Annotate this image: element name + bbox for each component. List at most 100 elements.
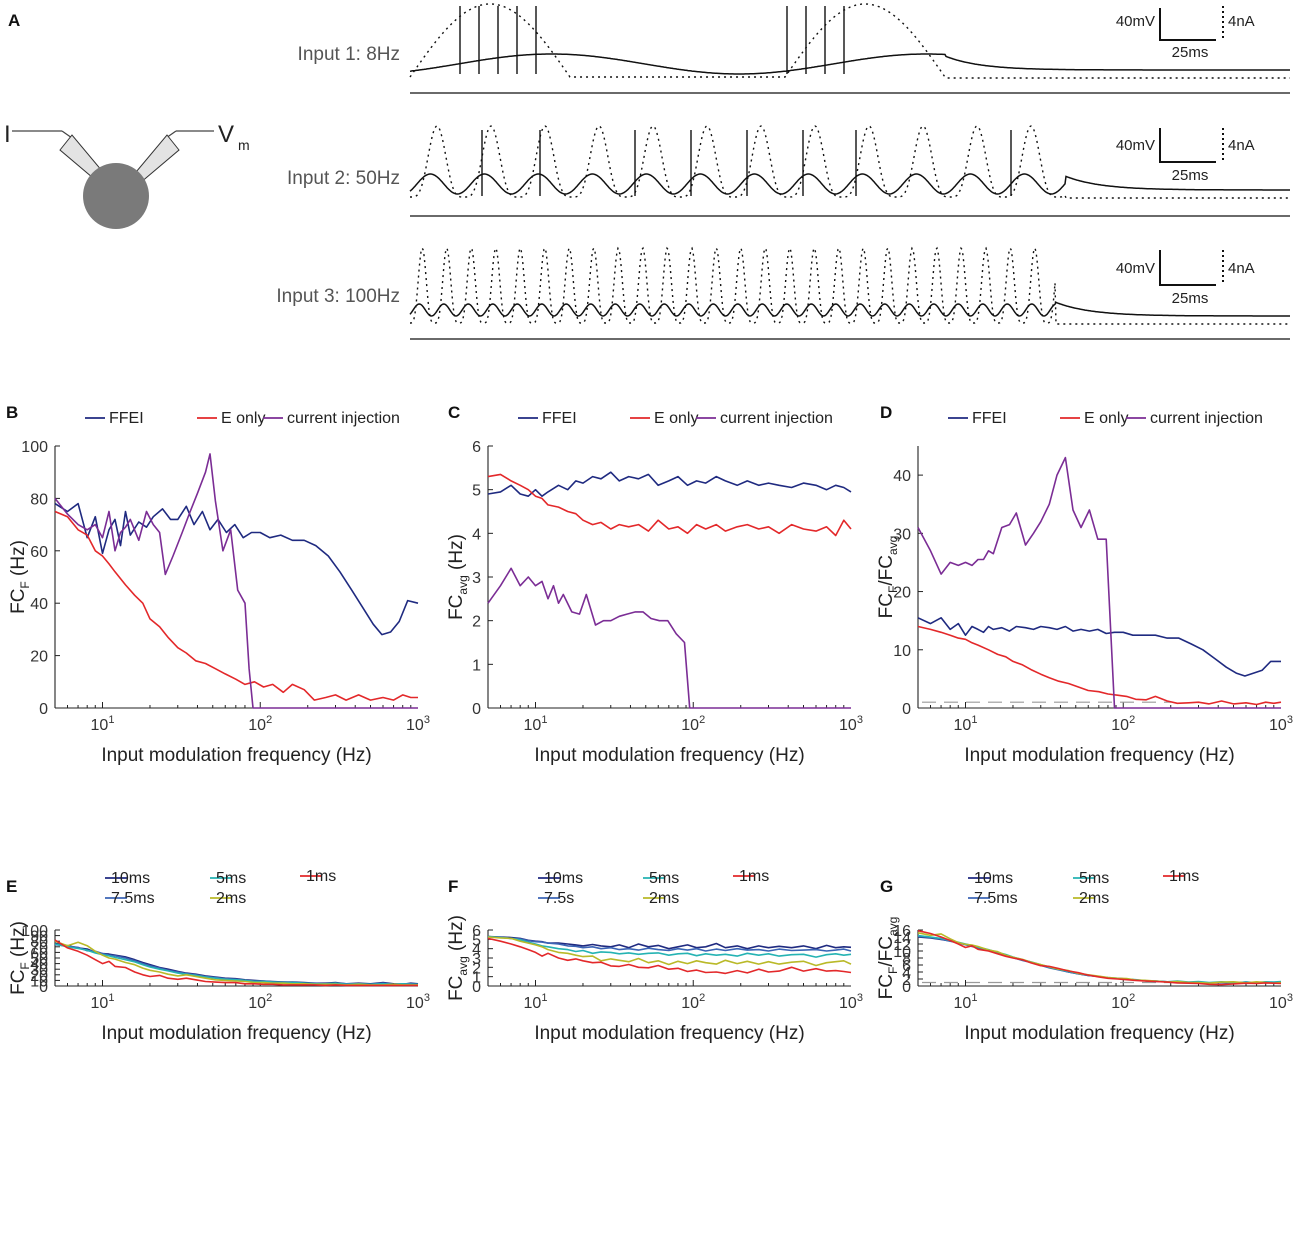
legend-label-7-5s: 7.5s xyxy=(544,890,574,907)
legend-label-1ms: 1ms xyxy=(1169,868,1199,885)
y-tick-label: 14 xyxy=(893,930,911,947)
series-ffei xyxy=(54,502,419,636)
y-tick-label: 80 xyxy=(30,491,48,508)
x-axis-label: Input modulation frequency (Hz) xyxy=(534,1023,804,1044)
series-line-1ms xyxy=(487,937,852,975)
membrane-voltage-trace xyxy=(409,173,1290,195)
legend-label-10ms: 10ms xyxy=(111,870,150,887)
y-tick-label: 100 xyxy=(21,439,48,456)
legend-label-e-only: E only xyxy=(654,410,698,427)
legend-label-ffei: FFEI xyxy=(109,410,144,427)
legend-label-5ms: 5ms xyxy=(649,870,679,887)
series-line-2ms xyxy=(54,940,418,986)
series-current-injection xyxy=(487,567,851,709)
y-axis-label: FCavg (Hz) xyxy=(446,915,470,1001)
x-tick-label: 102 xyxy=(248,992,272,1012)
scalebar-current-label: 4nA xyxy=(1228,260,1255,277)
panel-label: D xyxy=(880,403,892,422)
x-axis-label: Input modulation frequency (Hz) xyxy=(964,1023,1234,1044)
x-tick-label: 103 xyxy=(1269,992,1293,1012)
y-axis-label: FCavg (Hz) xyxy=(446,534,470,620)
y-tick-label: 10 xyxy=(893,944,911,961)
input-current-trace xyxy=(409,3,1290,79)
trace-title-50hz: Input 2: 50Hz xyxy=(287,168,400,189)
input-current-trace xyxy=(410,125,1290,199)
scalebar-current-label: 4nA xyxy=(1228,13,1255,30)
y-tick-label: 40 xyxy=(30,957,48,974)
series-line-current-injection xyxy=(487,567,851,709)
electrode-schematic: I V m xyxy=(4,121,250,229)
x-tick-label: 103 xyxy=(1269,714,1293,734)
y-tick-label: 6 xyxy=(902,958,911,975)
x-tick-label: 103 xyxy=(839,992,863,1012)
legend-label-ffei: FFEI xyxy=(542,410,577,427)
x-tick-label: 103 xyxy=(406,992,430,1012)
series-line-5ms xyxy=(487,935,852,958)
y-tick-label: 10 xyxy=(893,643,911,660)
y-tick-label: 0 xyxy=(472,701,481,718)
scalebar-2: 40mV 4nA 25ms xyxy=(1116,128,1255,184)
series-ffei xyxy=(917,616,1281,677)
legend-label-e-only: E only xyxy=(1084,410,1128,427)
legend: FFEI E only current injection xyxy=(85,410,400,427)
x-tick-label: 101 xyxy=(954,714,978,734)
scalebar-voltage-label: 40mV xyxy=(1116,13,1155,30)
y-tick-label: 4 xyxy=(902,965,911,982)
legend-label-1ms: 1ms xyxy=(306,868,336,885)
y-tick-label: 4 xyxy=(472,526,481,543)
legend-label-10ms: 10ms xyxy=(544,870,583,887)
legend-label-current-injection: current injection xyxy=(720,410,833,427)
series-line-1ms xyxy=(54,939,418,987)
y-tick-label: 40 xyxy=(893,468,911,485)
y-axis-label: FCF/FCavg xyxy=(876,536,900,619)
y-tick-label: 2 xyxy=(472,960,481,977)
y-tick-label: 80 xyxy=(30,934,48,951)
y-tick-label: 30 xyxy=(30,962,48,979)
y-tick-label: 5 xyxy=(472,483,481,500)
series-2ms xyxy=(917,932,1282,985)
legend-label-2ms: 2ms xyxy=(216,890,246,907)
x-tick-label: 102 xyxy=(681,992,705,1012)
legend-label-e-only: E only xyxy=(221,410,265,427)
trace-title-100hz: Input 3: 100Hz xyxy=(276,286,400,307)
legend-label-5ms: 5ms xyxy=(216,870,246,887)
panel-label: G xyxy=(880,877,893,896)
legend: FFEI E only current injection xyxy=(948,410,1263,427)
y-tick-label: 3 xyxy=(472,570,481,587)
y-axis-label: FCF (Hz) xyxy=(8,921,32,995)
y-tick-label: 70 xyxy=(30,940,48,957)
y-tick-label: 100 xyxy=(21,923,48,940)
y-tick-label: 12 xyxy=(893,937,911,954)
y-tick-label: 90 xyxy=(30,929,48,946)
x-tick-label: 102 xyxy=(681,714,705,734)
y-tick-label: 6 xyxy=(472,439,481,456)
legend-label-7-5ms: 7.5ms xyxy=(111,890,155,907)
legend-label-1ms: 1ms xyxy=(739,868,769,885)
x-tick-label: 103 xyxy=(406,714,430,734)
series-line-ffei xyxy=(487,471,852,498)
y-tick-label: 4 xyxy=(472,942,481,959)
x-tick-label: 102 xyxy=(1111,714,1135,734)
chart-panel-d: D 0 10 20 30 40 101 102 103 Input modulation freq… xyxy=(876,403,1293,766)
series-line-2ms xyxy=(487,936,852,967)
scalebar-bracket xyxy=(1159,250,1216,286)
y-tick-label: 0 xyxy=(39,979,48,996)
y-tick-label: 20 xyxy=(30,968,48,985)
series-line-current-injection xyxy=(54,453,418,709)
series-1ms xyxy=(487,937,852,975)
scalebar-bracket xyxy=(1159,8,1216,41)
series-ffei xyxy=(487,471,852,498)
y-tick-label: 1 xyxy=(472,970,481,987)
scalebar-voltage-label: 40mV xyxy=(1116,260,1155,277)
y-tick-label: 30 xyxy=(893,526,911,543)
series-line-2ms xyxy=(917,932,1282,985)
panel-label: C xyxy=(448,403,460,422)
y-tick-label: 40 xyxy=(30,596,48,613)
legend-label-current-injection: current injection xyxy=(287,410,400,427)
series-e-only xyxy=(54,510,418,701)
x-axis-label: Input modulation frequency (Hz) xyxy=(964,745,1234,766)
legend: 10ms 5ms 7.5s 2ms 1ms xyxy=(538,868,769,907)
